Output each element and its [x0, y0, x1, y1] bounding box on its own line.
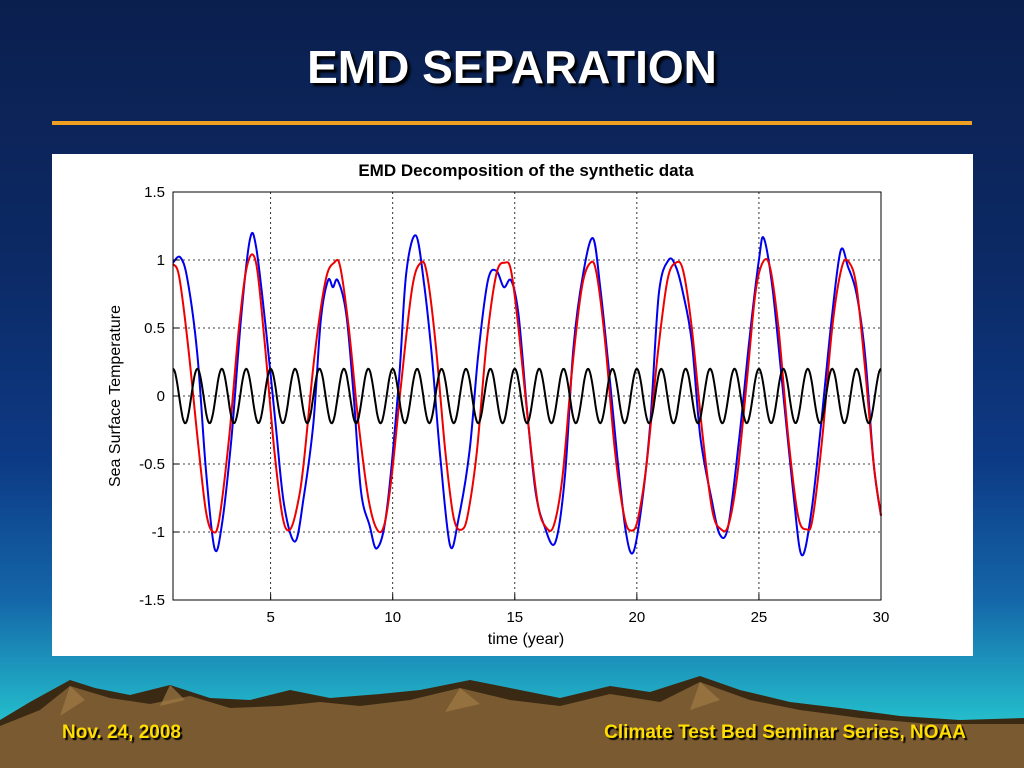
slide-title: EMD SEPARATION	[307, 41, 717, 93]
red-imf-line	[172, 253, 882, 534]
y-tick-label: 1.5	[144, 184, 165, 201]
emd-chart: EMD Decomposition of the synthetic data …	[107, 161, 889, 648]
footer-date: Nov. 24, 2008	[62, 722, 182, 743]
x-tick-label: 10	[384, 609, 401, 626]
chart-title: EMD Decomposition of the synthetic data	[358, 161, 694, 180]
x-tick-label: 15	[506, 609, 523, 626]
title-divider	[52, 121, 972, 125]
y-tick-label: 0	[157, 388, 165, 405]
black-oscillation-line	[172, 367, 882, 425]
y-tick-label: 0.5	[144, 320, 165, 337]
footer-series-name: Climate Test Bed Seminar Series, NOAA	[604, 722, 966, 743]
y-tick-label: 1	[157, 252, 165, 269]
chart-panel: EMD Decomposition of the synthetic data …	[52, 154, 973, 656]
y-tick-label: -1.5	[139, 592, 165, 609]
ticks: 5 10 15 20 25 30 -1.5 -1 -0.5 0 0.5 1 1.5	[139, 184, 889, 626]
x-tick-label: 30	[873, 609, 890, 626]
y-axis-label: Sea Surface Temperature	[107, 305, 124, 487]
blue-signal-line	[172, 231, 882, 557]
x-tick-label: 5	[266, 609, 274, 626]
mountain-range-graphic	[0, 676, 1024, 768]
x-tick-label: 25	[751, 609, 768, 626]
y-tick-label: -0.5	[139, 456, 165, 473]
series	[172, 231, 882, 557]
y-tick-label: -1	[152, 524, 165, 541]
x-axis-label: time (year)	[488, 631, 564, 648]
x-tick-label: 20	[629, 609, 646, 626]
grid	[173, 192, 881, 600]
mountain-face	[0, 682, 1024, 768]
